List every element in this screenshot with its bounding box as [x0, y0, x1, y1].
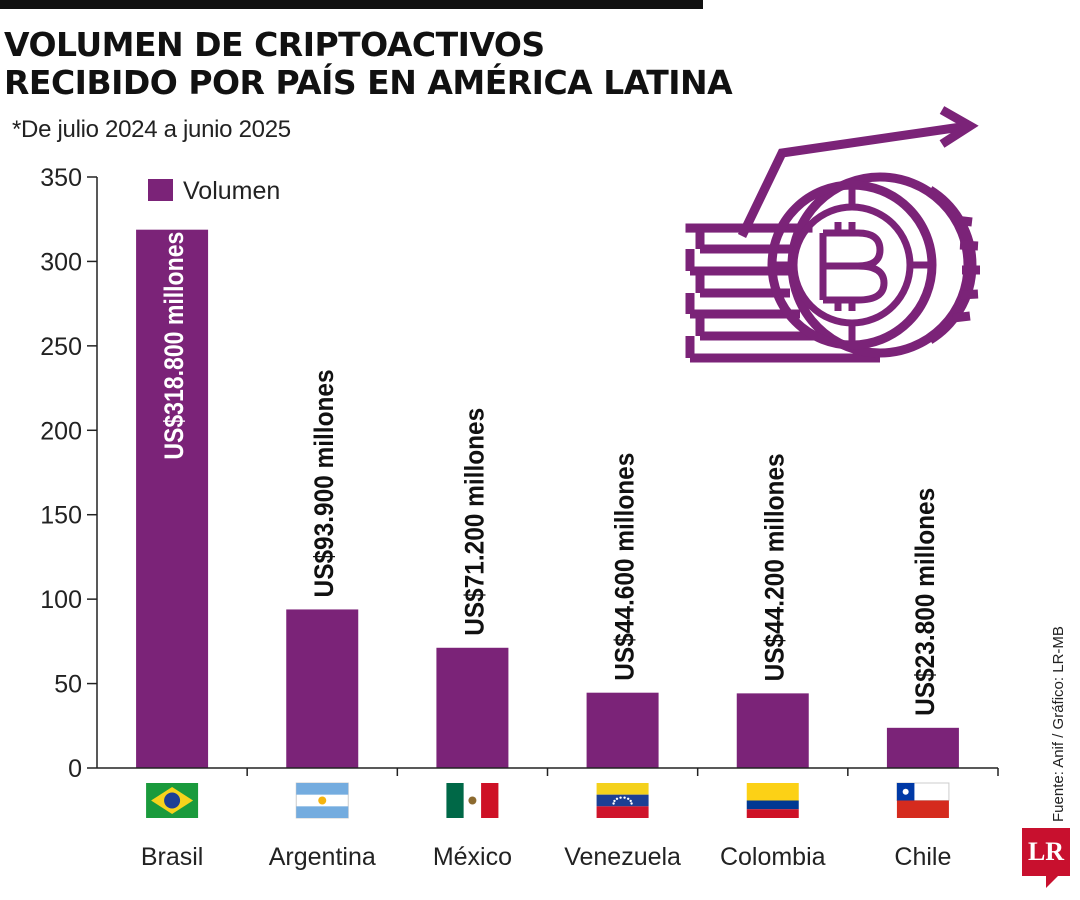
y-tick-label: 250 — [40, 333, 82, 361]
legend-swatch — [148, 179, 173, 201]
y-tick-label: 100 — [40, 586, 82, 614]
flag-star — [615, 797, 619, 801]
flag-star — [619, 796, 622, 799]
flag-stripe — [296, 806, 349, 818]
data-label: US$71.200 millones — [459, 408, 489, 636]
chart-subtitle: *De julio 2024 a junio 2025 — [12, 116, 291, 143]
lr-logo-tail — [1046, 876, 1058, 888]
source-note: Fuente: Anif / Gráfico: LR-MB — [1050, 626, 1067, 822]
data-label: US$44.600 millones — [610, 453, 640, 681]
flag-star — [613, 799, 616, 803]
x-tick-label: Argentina — [269, 843, 376, 871]
mexico-flag-icon — [446, 783, 499, 818]
x-tick-label: Chile — [894, 843, 951, 871]
lr-logo: LR — [1022, 828, 1070, 876]
top-rule — [0, 0, 703, 9]
bar — [286, 609, 359, 768]
flags — [146, 782, 950, 819]
flag-stripe — [896, 800, 949, 818]
colombia-flag-icon — [746, 783, 799, 818]
flag-star — [612, 802, 615, 805]
x-axis: Brasil Argentina México Venezuela Colombia Ch… — [97, 767, 999, 871]
argentina-flag-icon — [295, 782, 349, 819]
bitcoin-coins-arrow-icon — [685, 106, 980, 363]
flag-stripe — [596, 783, 649, 795]
y-tick-label: 200 — [40, 417, 82, 445]
data-labels: US$318.800 millones US$93.900 millones US$… — [159, 232, 940, 716]
flag-star — [629, 799, 632, 803]
x-tick-label: Brasil — [141, 843, 204, 871]
flag-stripe — [746, 809, 799, 818]
flag-stripe — [596, 794, 649, 807]
flag-star — [623, 796, 626, 799]
bar — [886, 727, 959, 768]
bar — [736, 693, 809, 768]
flag-star — [630, 802, 633, 805]
flag-stripe — [746, 800, 799, 810]
flag-stripe — [596, 806, 649, 818]
chile-flag-icon — [896, 782, 950, 818]
chart-title: VOLUMEN DE CRIPTOACTIVOS RECIBIDO POR PA… — [4, 25, 733, 102]
bars — [136, 229, 959, 769]
x-tick-label: Colombia — [720, 843, 826, 871]
flag-sun — [318, 796, 327, 805]
flag-stripe — [446, 783, 464, 818]
x-tick-label: México — [433, 843, 512, 871]
y-tick-label: 300 — [40, 248, 82, 276]
flag-globe — [164, 792, 181, 809]
data-label: US$318.800 millones — [159, 232, 189, 460]
brazil-flag-icon — [146, 783, 199, 818]
chart-title-line-2: RECIBIDO POR PAÍS EN AMÉRICA LATINA — [4, 63, 733, 102]
bar — [436, 647, 509, 768]
data-label: US$93.900 millones — [309, 369, 339, 597]
legend-label: Volumen — [183, 177, 280, 205]
y-tick-label: 350 — [40, 164, 82, 192]
data-label: US$23.800 millones — [910, 488, 940, 716]
y-tick-label: 0 — [68, 755, 82, 783]
bar — [586, 692, 659, 768]
flag-stripe — [746, 783, 799, 801]
data-label: US$44.200 millones — [760, 453, 790, 681]
y-axis: 0 50 100 150 200 250 300 350 — [40, 164, 98, 783]
venezuela-flag-icon — [596, 783, 649, 818]
bar — [136, 229, 209, 769]
y-tick-label: 50 — [54, 671, 82, 699]
flag-stripe — [296, 783, 349, 795]
flag-emblem — [468, 796, 477, 805]
y-tick-label: 150 — [40, 502, 82, 530]
chart-title-line-1: VOLUMEN DE CRIPTOACTIVOS — [4, 25, 545, 64]
flag-star — [626, 797, 630, 801]
flag-stripe — [481, 783, 499, 818]
flag-star — [902, 788, 909, 795]
x-tick-label: Venezuela — [564, 843, 681, 871]
legend: Volumen — [148, 177, 280, 205]
